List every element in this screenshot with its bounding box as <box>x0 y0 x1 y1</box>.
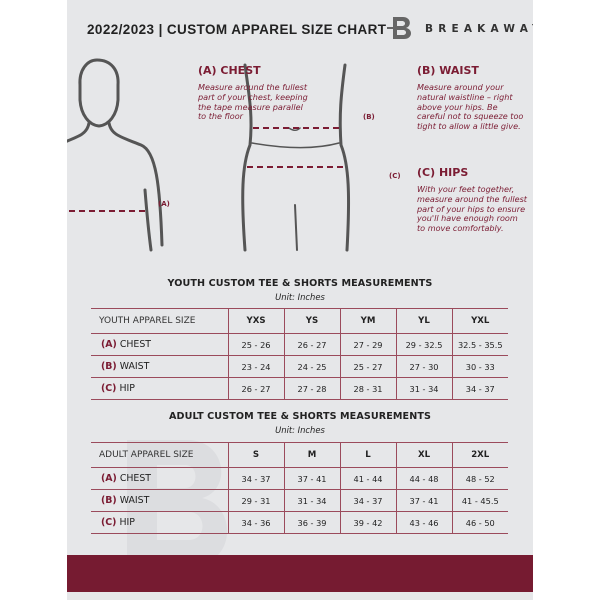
table-row: (C) HIP 26 - 27 27 - 28 28 - 31 31 - 34 34 - … <box>91 377 508 400</box>
measurement-cell: 39 - 42 <box>339 511 396 534</box>
measurement-cell: 41 - 44 <box>339 467 396 490</box>
measurement-cell: 23 - 24 <box>227 355 284 378</box>
measurement-cell: 36 - 39 <box>283 511 340 534</box>
row-label: (A) CHEST <box>91 333 228 356</box>
size-column-header: 2XL <box>451 442 508 468</box>
youth-size-table: YOUTH APPAREL SIZE YXS YS YM YL YXL (A) CHEST 2… <box>91 308 508 400</box>
footer-band <box>67 555 533 592</box>
adult-unit: Unit: Inches <box>275 425 325 435</box>
size-column-header: L <box>339 442 396 468</box>
table-row: (B) WAIST 23 - 24 24 - 25 25 - 27 27 - 30 30 … <box>91 355 508 378</box>
measurement-cell: 29 - 31 <box>227 489 284 512</box>
measurement-cell: 48 - 52 <box>451 467 508 490</box>
size-column-header: YXL <box>451 308 508 334</box>
row-letter: (C) <box>101 517 117 528</box>
measurement-cell: 27 - 29 <box>339 333 396 356</box>
measurement-cell: 26 - 27 <box>283 333 340 356</box>
measurement-cell: 34 - 37 <box>339 489 396 512</box>
waist-heading: (B) WAIST <box>417 64 479 77</box>
measurement-cell: 37 - 41 <box>283 467 340 490</box>
row-letter: (A) <box>101 473 117 484</box>
measurement-cell: 46 - 50 <box>451 511 508 534</box>
brand-name: BREAKAWAY <box>425 23 533 35</box>
row-name: HIP <box>119 383 135 394</box>
measurement-cell: 24 - 25 <box>283 355 340 378</box>
hips-description: With your feet together, measure around … <box>417 184 527 234</box>
right-shoulder <box>107 121 164 247</box>
table-row: (A) CHEST 34 - 37 37 - 41 41 - 44 44 - 48 48 … <box>91 467 508 490</box>
measurement-cell: 27 - 30 <box>395 355 452 378</box>
measurement-cell: 37 - 41 <box>395 489 452 512</box>
row-label: (C) HIP <box>91 377 228 400</box>
body-illustration <box>67 58 351 252</box>
size-column-header: YM <box>339 308 396 334</box>
size-column-header: S <box>227 442 284 468</box>
row-name: WAIST <box>119 361 150 372</box>
row-letter: (A) <box>101 339 117 350</box>
youth-unit: Unit: Inches <box>275 292 325 302</box>
hips-heading: (C) HIPS <box>417 166 469 179</box>
brand-logo-icon <box>387 17 412 39</box>
page-title: 2022/2023 | CUSTOM APPAREL SIZE CHART <box>87 22 387 37</box>
measurement-cell: 29 - 32.5 <box>395 333 452 356</box>
measurement-cell: 41 - 45.5 <box>451 489 508 512</box>
waist-marker: (B) <box>363 113 375 121</box>
row-name: CHEST <box>119 473 152 484</box>
measurement-cell: 32.5 - 35.5 <box>451 333 508 356</box>
size-column-header: M <box>283 442 340 468</box>
row-label: (B) WAIST <box>91 489 228 512</box>
measurement-cell: 25 - 27 <box>339 355 396 378</box>
row-name: CHEST <box>119 339 152 350</box>
size-column-header: YL <box>395 308 452 334</box>
table-header-row: YOUTH APPAREL SIZE YXS YS YM YL YXL <box>91 308 508 334</box>
row-letter: (C) <box>101 383 117 394</box>
chest-heading: (A) CHEST <box>198 64 261 77</box>
row-label: (C) HIP <box>91 511 228 534</box>
waist-description: Measure around your natural waistline – … <box>417 82 524 132</box>
row-letter: (B) <box>101 495 117 506</box>
chest-marker: (A) <box>158 200 170 208</box>
size-column-header: YXS <box>227 308 284 334</box>
head-outline <box>78 58 120 128</box>
row-label: (A) CHEST <box>91 467 228 490</box>
left-shoulder <box>67 121 91 143</box>
measurement-cell: 25 - 26 <box>227 333 284 356</box>
table-header-row: ADULT APPAREL SIZE S M L XL 2XL <box>91 442 508 468</box>
measurement-cell: 31 - 34 <box>283 489 340 512</box>
measurement-cell: 34 - 37 <box>227 467 284 490</box>
table-row: (C) HIP 34 - 36 36 - 39 39 - 42 43 - 46 46 - … <box>91 511 508 534</box>
adult-size-table: ADULT APPAREL SIZE S M L XL 2XL (A) CHEST 34 - … <box>91 442 508 534</box>
row-name: WAIST <box>119 495 150 506</box>
measurement-cell: 34 - 36 <box>227 511 284 534</box>
measurement-cell: 43 - 46 <box>395 511 452 534</box>
measurement-cell: 44 - 48 <box>395 467 452 490</box>
measurement-cell: 27 - 28 <box>283 377 340 400</box>
hips-marker: (C) <box>389 172 401 180</box>
size-column-header: XL <box>395 442 452 468</box>
measurement-cell: 26 - 27 <box>227 377 284 400</box>
size-chart-page: 2022/2023 | CUSTOM APPAREL SIZE CHART BR… <box>67 0 533 600</box>
table-row: (B) WAIST 29 - 31 31 - 34 34 - 37 37 - 41 41 … <box>91 489 508 512</box>
measurement-cell: 28 - 31 <box>339 377 396 400</box>
size-header-label: ADULT APPAREL SIZE <box>91 442 228 468</box>
size-header-label: YOUTH APPAREL SIZE <box>91 308 228 334</box>
chest-description: Measure around the fullest part of your … <box>198 82 308 122</box>
size-column-header: YS <box>283 308 340 334</box>
adult-section-title: ADULT CUSTOM TEE & SHORTS MEASUREMENTS <box>168 411 431 422</box>
measurement-cell: 31 - 34 <box>395 377 452 400</box>
measurement-cell: 34 - 37 <box>451 377 508 400</box>
row-label: (B) WAIST <box>91 355 228 378</box>
table-row: (A) CHEST 25 - 26 26 - 27 27 - 29 29 - 32.5 3… <box>91 333 508 356</box>
row-name: HIP <box>119 517 135 528</box>
row-letter: (B) <box>101 361 117 372</box>
measurement-cell: 30 - 33 <box>451 355 508 378</box>
youth-section-title: YOUTH CUSTOM TEE & SHORTS MEASUREMENTS <box>167 278 433 289</box>
